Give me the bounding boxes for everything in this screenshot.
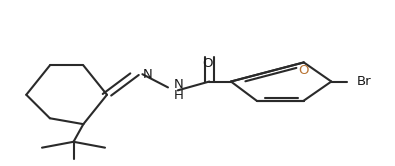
Text: O: O — [299, 64, 309, 77]
Text: Br: Br — [357, 75, 372, 88]
Text: H: H — [174, 89, 184, 102]
Text: O: O — [202, 57, 213, 70]
Text: N: N — [143, 68, 153, 81]
Text: N: N — [174, 78, 184, 91]
